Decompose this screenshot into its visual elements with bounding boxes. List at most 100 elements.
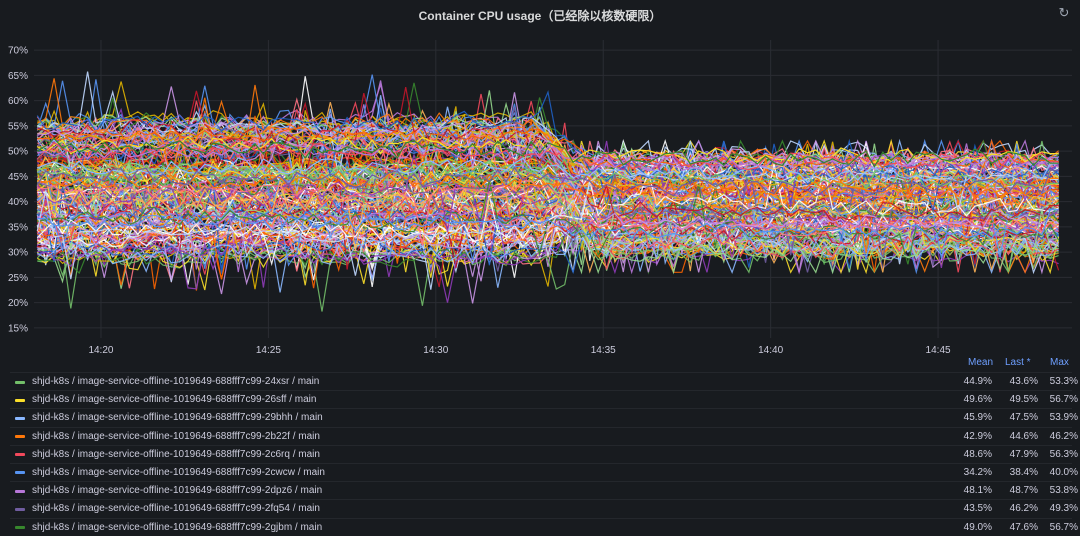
legend-max-value: 40.0% (1049, 466, 1078, 478)
y-tick-label: 70% (8, 46, 28, 57)
legend-last-value: 47.5% (1009, 412, 1038, 424)
series-line (37, 109, 1059, 209)
legend-series-line (37, 144, 1059, 172)
legend-last-value: 49.5% (1009, 394, 1038, 406)
legend-item[interactable]: shjd-k8s / image-service-offline-1019649… (10, 444, 1078, 463)
legend-series-name[interactable]: shjd-k8s / image-service-offline-1019649… (32, 521, 323, 533)
legend-max-value: 53.9% (1049, 412, 1078, 424)
legend-series-name[interactable]: shjd-k8s / image-service-offline-1019649… (32, 376, 320, 387)
legend-swatch (15, 471, 25, 475)
line-chart: 15% 20% 25% 30% 35% 40% 45% 50% 55% 60% 65% 70% 14:2… (8, 40, 1072, 356)
legend-item[interactable]: shjd-k8s / image-service-offline-1019649… (10, 462, 1078, 481)
legend-max-value: 56.7% (1049, 521, 1078, 533)
legend-swatch (15, 380, 25, 384)
y-tick-label: 55% (8, 121, 28, 132)
legend-item[interactable]: shjd-k8s / image-service-offline-1019649… (10, 517, 1078, 536)
y-tick-label: 30% (8, 248, 28, 259)
series-line (37, 86, 1059, 231)
legend-series-name[interactable]: shjd-k8s / image-service-offline-1019649… (32, 448, 320, 460)
legend-header-mean[interactable]: Mean (968, 357, 994, 368)
y-tick-label: 35% (8, 222, 28, 233)
x-tick-label: 14:20 (88, 345, 113, 356)
legend-series-name[interactable]: shjd-k8s / image-service-offline-1019649… (32, 394, 317, 406)
legend-swatch (15, 507, 25, 511)
legend-mean-value: 48.1% (963, 485, 992, 497)
y-tick-label: 50% (8, 147, 28, 158)
legend-swatch (15, 398, 25, 402)
x-tick-label: 14:25 (256, 345, 281, 356)
y-tick-label: 20% (8, 298, 28, 309)
series-line (36, 169, 1059, 264)
legend-series-name[interactable]: shjd-k8s / image-service-offline-1019649… (32, 430, 320, 442)
legend-series-line (37, 157, 1059, 190)
x-tick-label: 14:40 (758, 345, 783, 356)
y-tick-label: 25% (8, 273, 28, 284)
series-line (36, 140, 1059, 280)
y-tick-label: 65% (8, 71, 28, 82)
legend-series-name[interactable]: shjd-k8s / image-service-offline-1019649… (32, 503, 320, 515)
legend-series-line (37, 137, 1059, 168)
panel-title: Container CPU usage（已经除以核数硬限） (418, 9, 662, 23)
legend-swatch (15, 489, 25, 493)
legend-item[interactable]: shjd-k8s / image-service-offline-1019649… (10, 390, 1078, 408)
legend-series-line (37, 209, 1059, 241)
x-tick-label: 14:30 (423, 345, 448, 356)
legend: shjd-k8s / image-service-offline-1019649… (10, 372, 1078, 536)
legend-last-value: 48.7% (1009, 485, 1038, 497)
legend-mean-value: 34.2% (963, 466, 992, 478)
x-tick-label: 14:45 (926, 345, 951, 356)
legend-series-line (37, 138, 1059, 171)
refresh-icon[interactable]: ↻ (1058, 5, 1070, 20)
legend-mean-value: 44.9% (963, 376, 992, 387)
series-line (36, 90, 1059, 213)
legend-last-value: 47.6% (1009, 521, 1038, 533)
series-line (36, 181, 1059, 260)
legend-mean-value: 49.0% (963, 521, 992, 533)
legend-series-line (37, 157, 1059, 185)
legend-series-line (36, 166, 1059, 197)
legend-mean-value: 42.9% (963, 430, 992, 442)
y-tick-label: 40% (8, 197, 28, 208)
legend-item[interactable]: shjd-k8s / image-service-offline-1019649… (10, 372, 1078, 390)
y-tick-label: 45% (8, 172, 28, 183)
series-line (37, 126, 1059, 251)
legend-mean-value: 43.5% (963, 503, 992, 515)
series-line (37, 178, 1059, 267)
legend-max-value: 46.2% (1049, 430, 1078, 442)
legend-max-value: 53.3% (1049, 376, 1078, 387)
legend-series-name[interactable]: shjd-k8s / image-service-offline-1019649… (32, 412, 323, 424)
legend-item[interactable]: shjd-k8s / image-service-offline-1019649… (10, 499, 1078, 517)
legend-swatch (15, 453, 25, 457)
legend-last-value: 47.9% (1009, 448, 1038, 460)
legend-max-value: 56.3% (1049, 448, 1078, 460)
legend-item[interactable]: shjd-k8s / image-service-offline-1019649… (10, 481, 1078, 499)
legend-item[interactable]: shjd-k8s / image-service-offline-1019649… (10, 408, 1078, 426)
series-line (37, 84, 1059, 252)
legend-last-value: 44.6% (1009, 430, 1038, 442)
legend-last-value: 38.4% (1009, 466, 1038, 478)
legend-mean-value: 49.6% (963, 394, 992, 406)
legend-series-name[interactable]: shjd-k8s / image-service-offline-1019649… (32, 466, 325, 478)
legend-header-max[interactable]: Max (1050, 357, 1069, 368)
x-tick-label: 14:35 (591, 345, 616, 356)
legend-series-name[interactable]: shjd-k8s / image-service-offline-1019649… (32, 485, 323, 497)
series-line (37, 161, 1060, 252)
legend-swatch (15, 526, 25, 529)
legend-max-value: 56.7% (1049, 394, 1078, 406)
series-line (37, 126, 1059, 195)
legend-last-value: 46.2% (1009, 503, 1038, 515)
legend-mean-value: 45.9% (963, 412, 992, 424)
series-line (37, 179, 1059, 253)
legend-max-value: 53.8% (1049, 485, 1078, 497)
legend-header-last[interactable]: Last * (1005, 357, 1031, 368)
legend-swatch (15, 416, 25, 420)
y-tick-label: 60% (8, 96, 28, 107)
series-line (36, 204, 1060, 274)
legend-mean-value: 48.6% (963, 448, 992, 460)
legend-item[interactable]: shjd-k8s / image-service-offline-1019649… (10, 426, 1078, 445)
series-line (36, 151, 1059, 233)
legend-series-line (37, 170, 1059, 200)
legend-last-value: 43.6% (1009, 376, 1038, 387)
y-tick-label: 15% (8, 323, 28, 334)
